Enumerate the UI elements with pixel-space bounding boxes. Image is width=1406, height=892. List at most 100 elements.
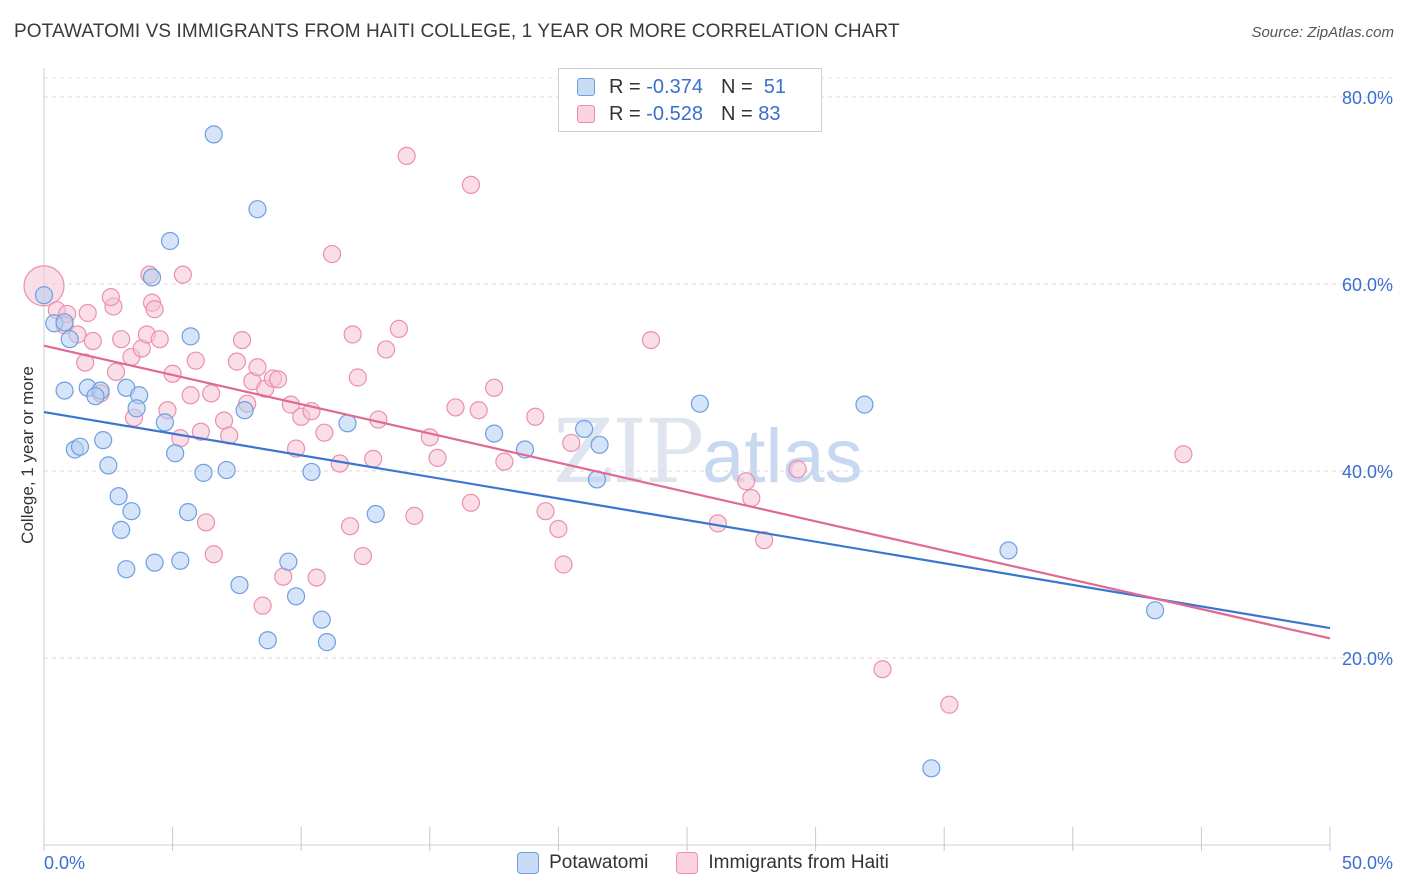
haiti-point <box>322 244 342 264</box>
legend-n-label: N = <box>720 102 753 125</box>
haiti-point <box>101 287 120 307</box>
potawatomi-point <box>99 456 118 475</box>
potawatomi-point <box>217 460 236 480</box>
legend-row-haiti: R = -0.528 N = 83 <box>577 102 780 126</box>
haiti-point <box>446 398 465 417</box>
haiti-point <box>145 300 164 319</box>
potawatomi-point <box>112 520 131 540</box>
potawatomi-point <box>312 610 331 629</box>
haiti-point <box>343 325 362 344</box>
haiti-point <box>461 175 481 194</box>
legend-r-value: -0.374 <box>646 75 703 98</box>
haiti-point <box>78 303 97 323</box>
haiti-point <box>112 330 131 349</box>
legend-item-haiti: Immigrants from Haiti <box>676 852 889 874</box>
potawatomi-point <box>55 313 74 332</box>
haiti-point <box>469 401 488 420</box>
legend-row-potawatomi: R = -0.374 N = 51 <box>577 75 786 99</box>
potawatomi-point <box>171 551 190 570</box>
potawatomi-point <box>194 463 213 482</box>
haiti-point <box>495 452 514 471</box>
chart-source: Source: ZipAtlas.com <box>1251 24 1394 41</box>
haiti-point <box>788 460 807 479</box>
correlation-legend: R = -0.374 N = 51 R = -0.528 N = 83 <box>558 68 822 132</box>
potawatomi-point <box>109 487 128 506</box>
haiti-point <box>106 362 126 381</box>
legend-swatch-haiti <box>676 852 699 874</box>
potawatomi-point <box>1146 601 1165 620</box>
potawatomi-point <box>204 125 223 144</box>
haiti-point <box>554 555 573 574</box>
potawatomi-point <box>485 424 504 443</box>
haiti-point <box>536 502 555 521</box>
y-tick-label: 60.0% <box>1342 275 1393 295</box>
legend-n-value: 51 <box>763 75 787 98</box>
haiti-point <box>742 489 761 508</box>
legend-r-label: R = <box>609 75 641 98</box>
potawatomi-point <box>922 759 941 778</box>
haiti-point <box>641 331 661 350</box>
potawatomi-point <box>145 553 164 572</box>
potawatomi-point <box>302 462 321 482</box>
haiti-point <box>83 331 102 351</box>
haiti-point <box>397 146 416 166</box>
potawatomi-point <box>235 401 254 420</box>
haiti-point <box>376 340 396 359</box>
potawatomi-point <box>166 444 185 463</box>
haiti-point <box>248 358 267 377</box>
haiti-point <box>1174 445 1193 464</box>
potawatomi-point <box>317 633 337 652</box>
haiti-point <box>191 422 210 441</box>
x-tick-label: 0.0% <box>44 853 85 873</box>
legend-swatch-haiti <box>577 105 595 123</box>
y-tick-label: 80.0% <box>1342 88 1393 108</box>
haiti-point <box>348 368 367 387</box>
haiti-point <box>405 506 424 525</box>
haiti-point <box>202 384 221 403</box>
haiti-point <box>940 695 959 714</box>
potawatomi-point <box>70 437 90 456</box>
haiti-point <box>23 265 65 307</box>
watermark-atlas: atlas <box>702 414 863 499</box>
potawatomi-point <box>286 587 306 606</box>
potawatomi-point <box>117 560 136 579</box>
potawatomi-point <box>86 387 105 406</box>
haiti-point <box>562 433 581 453</box>
potawatomi-point <box>178 503 198 522</box>
potawatomi-point <box>590 435 609 454</box>
haiti-point <box>227 352 246 371</box>
potawatomi-point <box>160 231 180 251</box>
haiti-trendline <box>43 344 1331 640</box>
legend-label-haiti: Immigrants from Haiti <box>708 852 889 873</box>
haiti-point <box>186 351 205 370</box>
haiti-point <box>307 568 326 587</box>
potawatomi-point <box>60 330 79 349</box>
haiti-point <box>389 319 409 338</box>
potawatomi-point <box>55 381 74 400</box>
series-legend: Potawatomi Immigrants from Haiti <box>0 852 1406 874</box>
haiti-point <box>526 407 545 426</box>
haiti-point <box>755 531 774 550</box>
haiti-point <box>364 449 383 468</box>
y-tick-label: 20.0% <box>1342 649 1393 669</box>
haiti-point <box>315 423 334 442</box>
haiti-point <box>232 331 252 350</box>
legend-item-potawatomi: Potawatomi <box>517 852 648 874</box>
haiti-point <box>196 513 216 532</box>
potawatomi-point <box>338 414 357 433</box>
watermark: ZIPatlas <box>553 400 863 503</box>
potawatomi-point <box>155 413 174 432</box>
legend-n-value: 83 <box>758 102 781 125</box>
potawatomi-point <box>122 502 141 521</box>
potawatomi-point <box>999 541 1018 560</box>
legend-swatch-potawatomi <box>517 852 540 874</box>
potawatomi-point <box>230 575 249 595</box>
potawatomi-point <box>34 286 54 305</box>
potawatomi-trendline <box>43 411 1331 630</box>
legend-r-value: -0.528 <box>646 102 703 125</box>
potawatomi-point <box>127 399 146 418</box>
haiti-point <box>204 545 223 564</box>
haiti-point <box>461 493 481 512</box>
haiti-point <box>353 546 373 566</box>
